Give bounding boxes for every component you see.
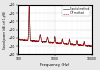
CP method <box>51 42 53 43</box>
Spatial method <box>21 40 22 41</box>
CP method <box>18 39 19 40</box>
Spatial method <box>91 45 92 46</box>
Spatial method <box>53 42 55 43</box>
CP method <box>75 44 77 45</box>
Spatial method <box>18 39 19 40</box>
Spatial method <box>75 44 77 45</box>
Spatial method <box>90 46 92 47</box>
Legend: Spatial method, CP method: Spatial method, CP method <box>62 6 90 16</box>
Spatial method <box>89 46 90 47</box>
Line: CP method: CP method <box>18 6 92 47</box>
CP method <box>21 40 22 41</box>
Spatial method <box>51 42 53 43</box>
Line: Spatial method: Spatial method <box>18 6 92 47</box>
Spatial method <box>89 46 90 47</box>
CP method <box>89 46 90 47</box>
CP method <box>89 46 90 47</box>
Y-axis label: Sound power (dB, ref 1 pW): Sound power (dB, ref 1 pW) <box>4 11 8 49</box>
CP method <box>29 5 30 6</box>
Spatial method <box>29 6 30 7</box>
CP method <box>91 46 92 47</box>
X-axis label: Frequency (Hz): Frequency (Hz) <box>40 63 70 66</box>
CP method <box>53 42 55 43</box>
